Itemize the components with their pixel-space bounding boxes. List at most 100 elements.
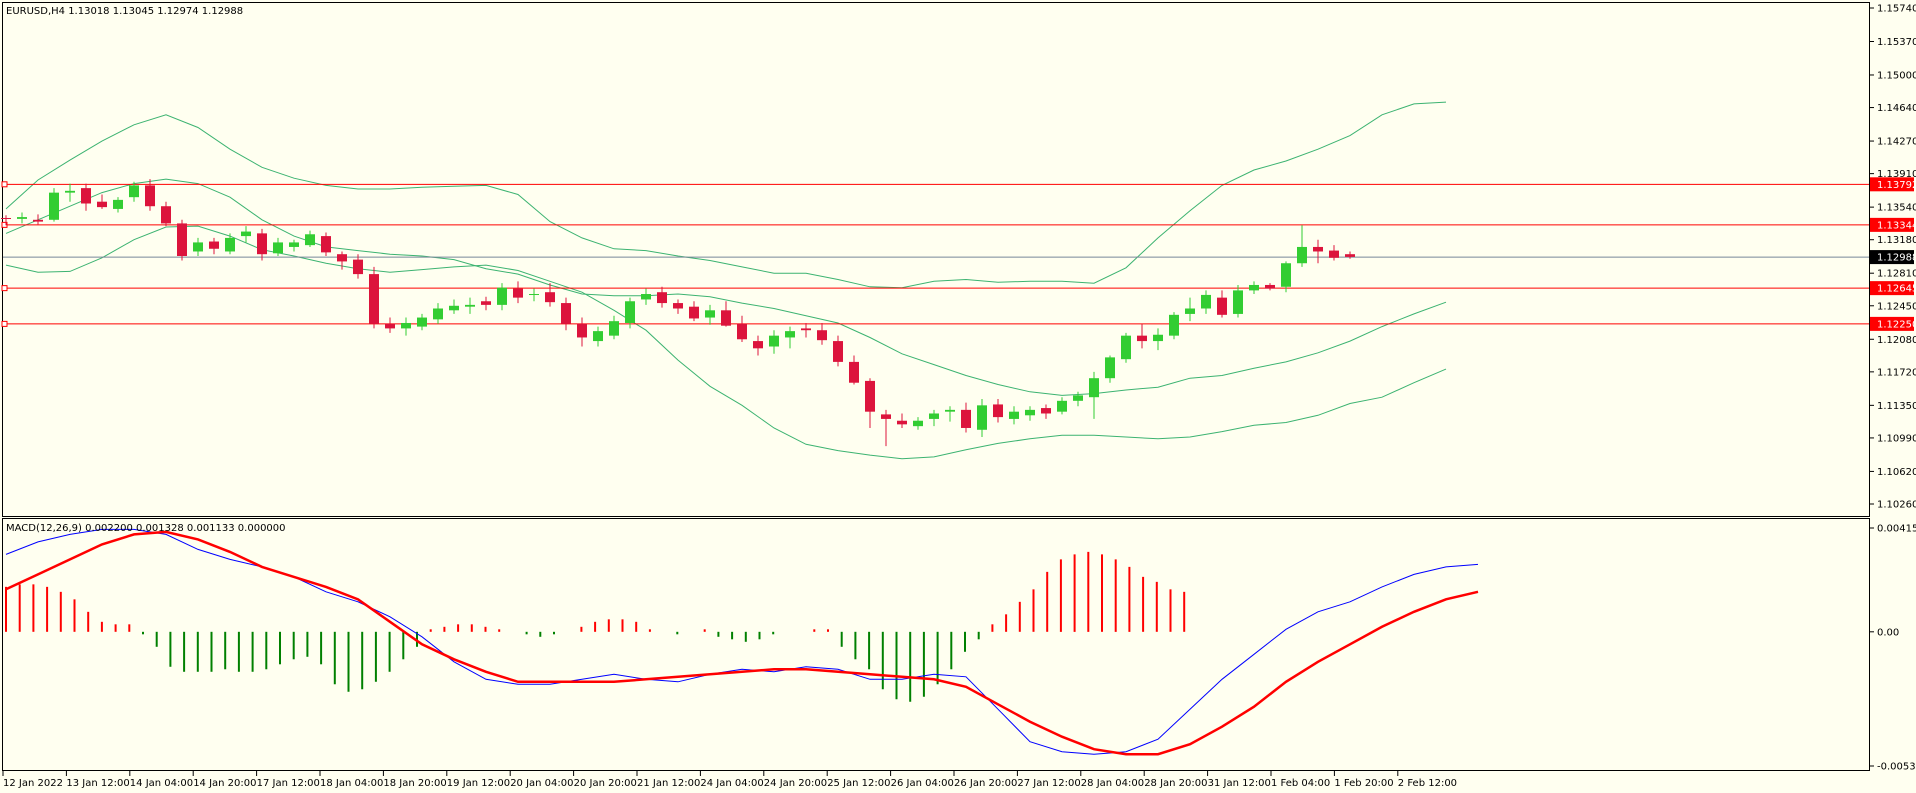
candle-bear [33, 219, 43, 222]
price-level-tag-label: 1.13792 [1877, 180, 1916, 191]
candle-bear [1313, 246, 1323, 252]
candle-bull [1169, 314, 1179, 336]
candle-bull [1009, 411, 1019, 419]
candle-bear [753, 341, 763, 349]
candle-bull [49, 192, 59, 220]
time-tick-label: 18 Jan 20:00 [383, 778, 446, 789]
price-level-tag [1870, 316, 1914, 331]
candle-bear [145, 185, 155, 207]
macd-header: MACD(12,26,9) 0.002200 0.001328 0.001133… [6, 523, 286, 534]
candle-bull [65, 190, 75, 193]
time-tick-label: 18 Jan 04:00 [320, 778, 383, 789]
candle-bear [993, 404, 1003, 418]
candle-bear [321, 236, 331, 253]
candle-bear [657, 292, 667, 304]
macd-main-line [5, 528, 1479, 755]
candle-bear [177, 223, 187, 256]
macd-pane[interactable] [5, 528, 1479, 756]
candle-bear [513, 288, 523, 298]
candle-bull [497, 287, 507, 305]
time-tick-label: 1 Feb 20:00 [1334, 778, 1393, 789]
candle-bull [401, 322, 411, 329]
candle-bear [209, 241, 219, 249]
time-tick-label: 24 Jan 04:00 [700, 778, 763, 789]
candle-bull [609, 321, 619, 336]
candle-bear [961, 409, 971, 428]
candle-bull [913, 420, 923, 427]
candle-bear [1265, 284, 1275, 289]
candle-bear [1041, 408, 1051, 414]
current-price-tag-label: 1.12988 [1877, 253, 1916, 264]
time-tick-label: 27 Jan 12:00 [1017, 778, 1080, 789]
time-tick-label: 14 Jan 20:00 [193, 778, 256, 789]
candle-bear [1, 217, 11, 219]
time-tick-label: 1 Feb 04:00 [1271, 778, 1330, 789]
macd-signal-line [5, 530, 1479, 756]
candle-bull [449, 305, 459, 311]
price-tick-label: 1.14640 [1877, 103, 1916, 114]
time-axis: 12 Jan 2022 13 Jan 12:00 14 Jan 04:00 14 Ja… [2, 771, 1457, 789]
candle-bear [385, 323, 395, 329]
macd-tick-label: 0.00 [1877, 627, 1899, 638]
time-tick-label: 26 Jan 20:00 [954, 778, 1017, 789]
candle-bear [737, 323, 747, 340]
price-tick-label: 1.10620 [1877, 467, 1916, 478]
price-tick-label: 1.15740 [1877, 4, 1916, 15]
price-level-tag [1870, 281, 1914, 296]
price-level-handle [1, 320, 8, 327]
candle-bear [849, 361, 859, 383]
time-tick-label: 26 Jan 04:00 [891, 778, 954, 789]
candle-bull [641, 294, 651, 300]
price-tick-label: 1.15370 [1877, 37, 1916, 48]
candle-bear [353, 259, 363, 275]
price-tick-label: 1.11350 [1877, 401, 1916, 412]
price-level-tag-label: 1.12250 [1877, 319, 1916, 330]
macd-pane-frame [2, 518, 1870, 771]
candle-bear [689, 306, 699, 319]
candle-bull [1233, 290, 1243, 314]
price-tick-label: 1.10990 [1877, 433, 1916, 444]
candle-bull [129, 185, 139, 198]
time-tick-label: 17 Jan 12:00 [257, 778, 320, 789]
candle-bull [113, 199, 123, 209]
price-tick-label: 1.12450 [1877, 301, 1916, 312]
price-tick-label: 1.10260 [1877, 500, 1916, 511]
time-tick-label: 28 Jan 04:00 [1081, 778, 1144, 789]
price-pane[interactable] [1, 101, 1869, 460]
time-tick-label: 25 Jan 12:00 [827, 778, 890, 789]
candle-bear [881, 414, 891, 419]
candle-bear [721, 310, 731, 326]
candle-bear [817, 330, 827, 341]
price-level-handle [1, 221, 8, 228]
price-level-handle [1, 181, 8, 188]
candle-bull [929, 413, 939, 419]
candle-bull [1089, 378, 1099, 398]
candle-bull [769, 335, 779, 347]
candle-bear [1345, 254, 1355, 257]
candle-bear [337, 254, 347, 262]
candle-bull [1105, 357, 1115, 379]
time-tick-label: 2 Feb 12:00 [1398, 778, 1457, 789]
price-level-handle [1, 285, 8, 292]
candle-bear [481, 301, 491, 305]
bollinger-lower-band [5, 225, 1447, 460]
candle-bear [801, 328, 811, 331]
candle-bull [705, 310, 715, 318]
time-tick-label: 14 Jan 04:00 [130, 778, 193, 789]
main-pane-frame [2, 2, 1870, 517]
price-level-tag-label: 1.12645 [1877, 284, 1916, 295]
candle-bull [1185, 308, 1195, 314]
candle-bull [945, 409, 955, 412]
macd-tick-label: -0.005372 [1877, 762, 1916, 773]
candle-bull [225, 237, 235, 252]
candle-bull [289, 242, 299, 247]
time-tick-label: 13 Jan 12:00 [66, 778, 129, 789]
candle-bear [673, 303, 683, 309]
macd-tick-label: 0.004156 [1877, 524, 1916, 535]
time-tick-label: 20 Jan 04:00 [510, 778, 573, 789]
price-tick-label: 1.13910 [1877, 169, 1916, 180]
candle-bull [1281, 263, 1291, 287]
time-tick-label: 12 Jan 2022 [3, 778, 63, 789]
